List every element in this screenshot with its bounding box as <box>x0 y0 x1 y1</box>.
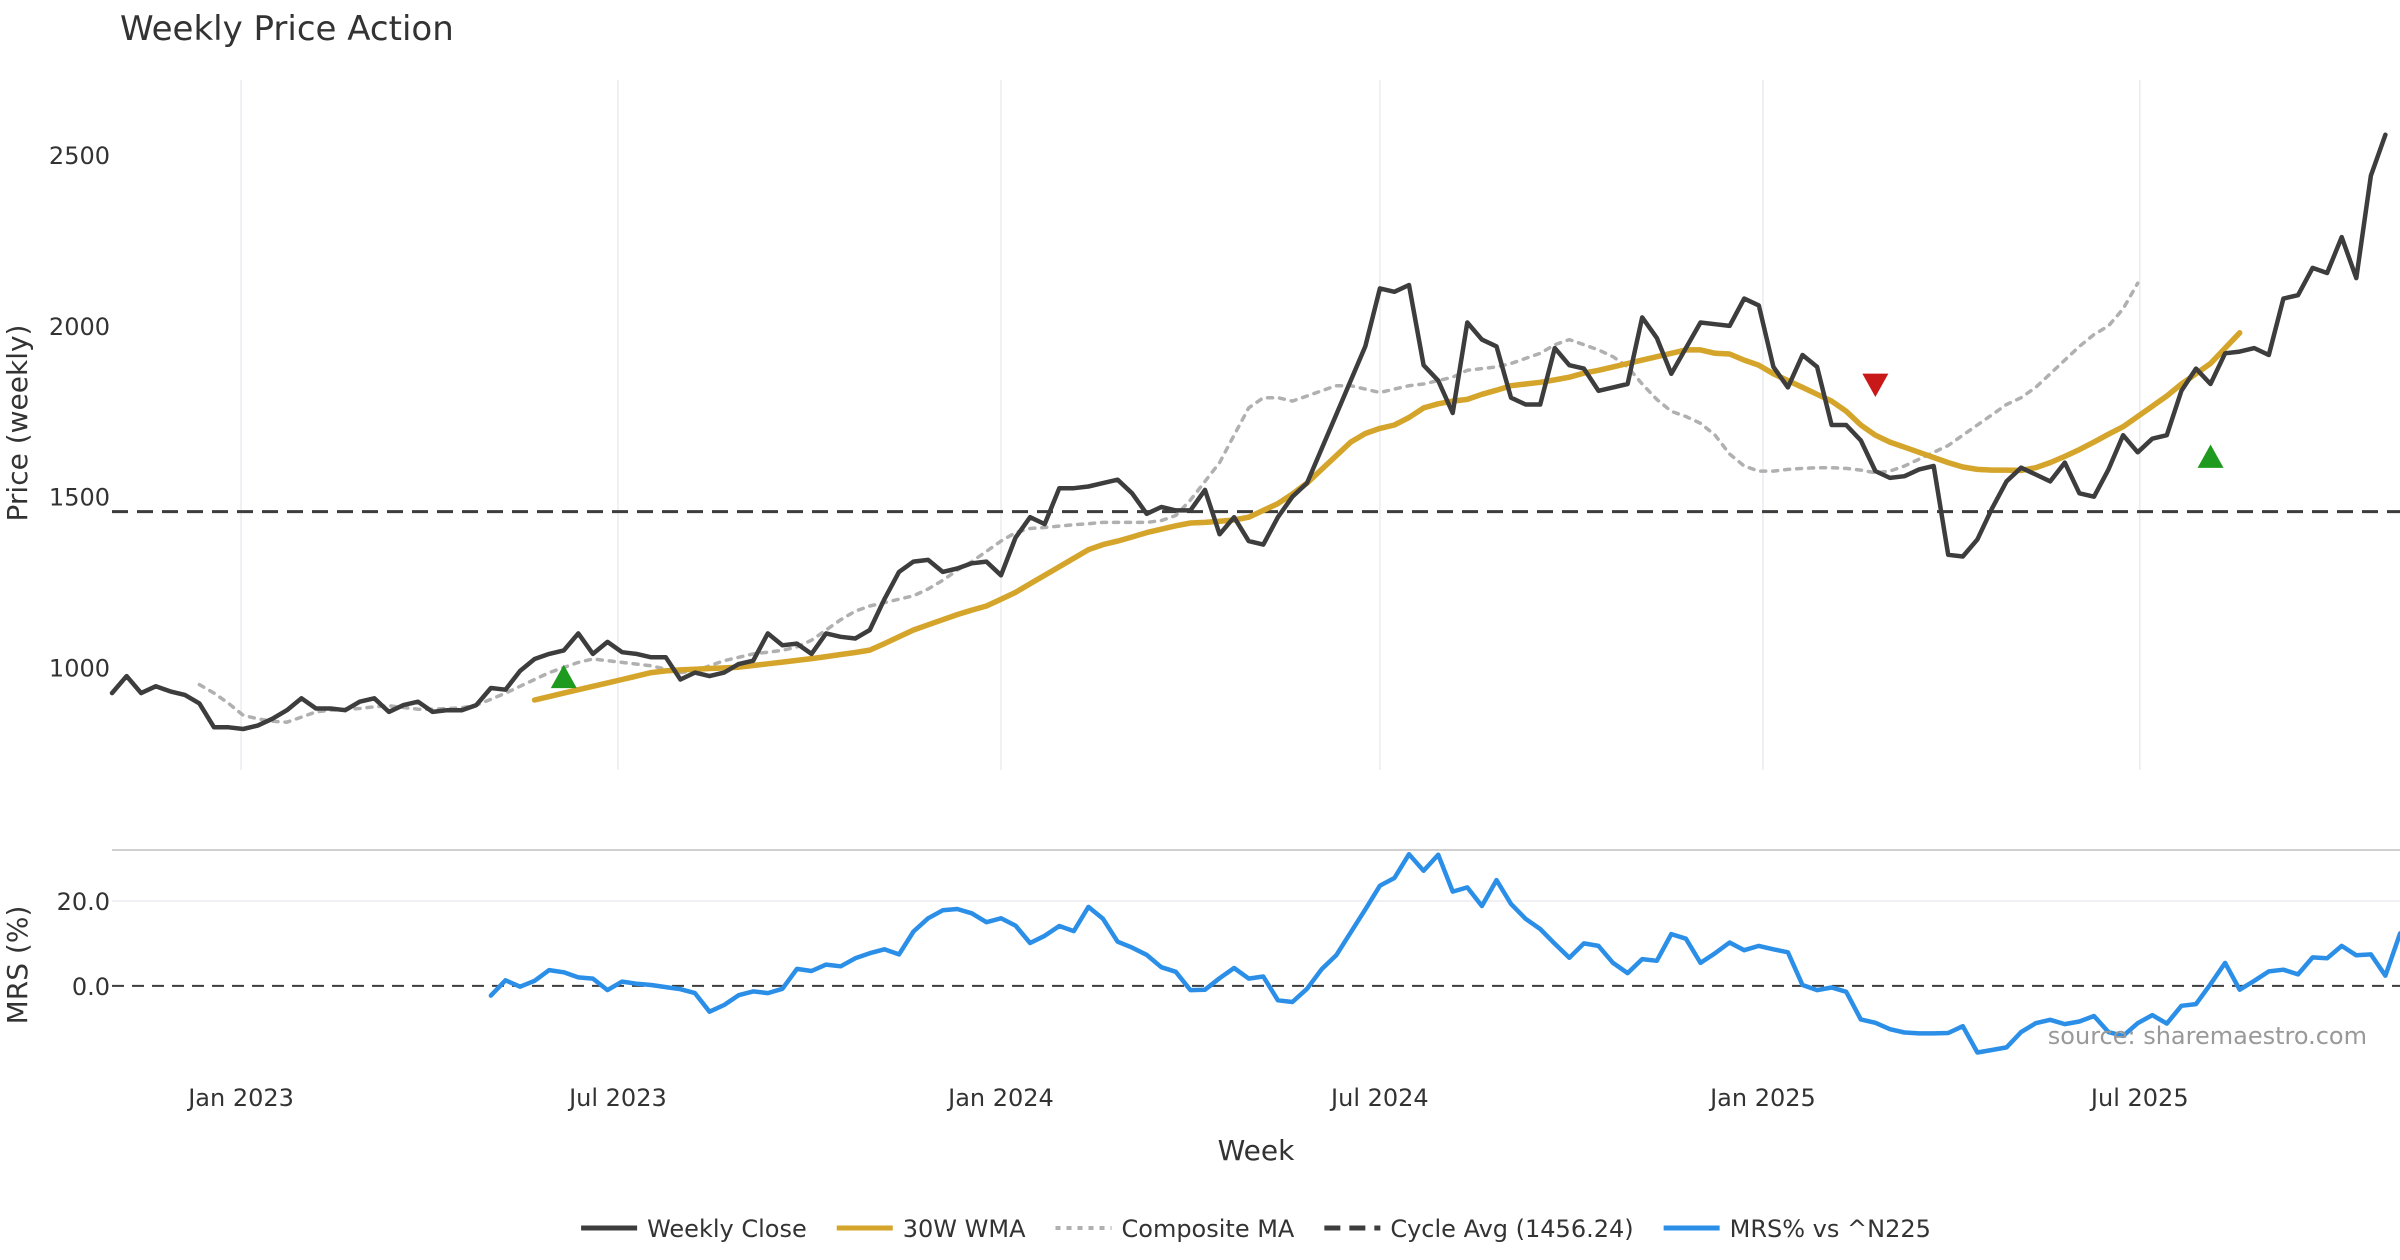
price-tick-2500: 2500 <box>49 142 110 170</box>
legend-label-weekly-close: Weekly Close <box>647 1215 807 1243</box>
x-tick-jul-2024: Jul 2024 <box>1329 1084 1429 1112</box>
price-series-group <box>109 132 2388 732</box>
x-axis-label: Week <box>1218 1134 1295 1167</box>
series-mrs-vs-n225-line <box>488 851 2400 1055</box>
source-credit: source: sharemaestro.com <box>2048 1022 2367 1050</box>
mrs-tick-0: 0.0 <box>72 973 110 1001</box>
price-tick-1000: 1000 <box>49 655 110 683</box>
buy-signal-marker-0 <box>550 664 577 689</box>
mrs-y-axis: 0.0 20.0 <box>57 888 110 1001</box>
legend-item-30w-wma: 30W WMA <box>836 1215 1026 1243</box>
price-tick-2000: 2000 <box>49 313 110 341</box>
chart-title: Weekly Price Action <box>120 9 454 49</box>
x-tick-jul-2025: Jul 2025 <box>2089 1084 2189 1112</box>
mrs-axis-label: MRS (%) <box>1 906 34 1025</box>
price-tick-1500: 1500 <box>49 484 110 512</box>
legend-label-cycle-avg-1456-24: Cycle Avg (1456.24) <box>1390 1215 1633 1243</box>
mrs-tick-1: 20.0 <box>57 888 110 916</box>
legend-label-mrs-vs-n225: MRS% vs ^N225 <box>1730 1215 1931 1243</box>
price-panel-grid <box>240 80 2141 770</box>
x-tick-jan-2025: Jan 2025 <box>1708 1084 1816 1112</box>
signal-markers <box>550 373 2224 689</box>
legend-item-weekly-close: Weekly Close <box>581 1215 807 1243</box>
price-y-axis: 1000 1500 2000 2500 <box>49 142 110 682</box>
x-tick-jul-2023: Jul 2023 <box>567 1084 667 1112</box>
sell-signal-marker-1 <box>1862 373 1889 398</box>
x-tick-jan-2023: Jan 2023 <box>186 1084 294 1112</box>
x-tick-jan-2024: Jan 2024 <box>946 1084 1054 1112</box>
price-axis-label: Price (weekly) <box>1 325 34 522</box>
legend-item-cycle-avg-1456-24: Cycle Avg (1456.24) <box>1324 1215 1634 1243</box>
series-30w-wma-line <box>531 330 2243 703</box>
series-weekly-close-line <box>109 132 2388 732</box>
buy-signal-marker-2 <box>2197 444 2224 468</box>
series-composite-ma-line <box>197 281 2140 724</box>
legend: Weekly Close 30W WMA Composite MA Cycle Avg… <box>581 1215 1931 1243</box>
legend-item-mrs-vs-n225: MRS% vs ^N225 <box>1663 1215 1931 1243</box>
x-axis: Jan 2023 Jul 2023 Jan 2024 Jul 2024 Jan 2025… <box>186 1084 2188 1112</box>
legend-item-composite-ma: Composite MA <box>1055 1215 1295 1243</box>
mrs-series-group <box>488 851 2400 1055</box>
legend-label-30w-wma: 30W WMA <box>903 1215 1026 1243</box>
legend-label-composite-ma: Composite MA <box>1122 1215 1295 1243</box>
